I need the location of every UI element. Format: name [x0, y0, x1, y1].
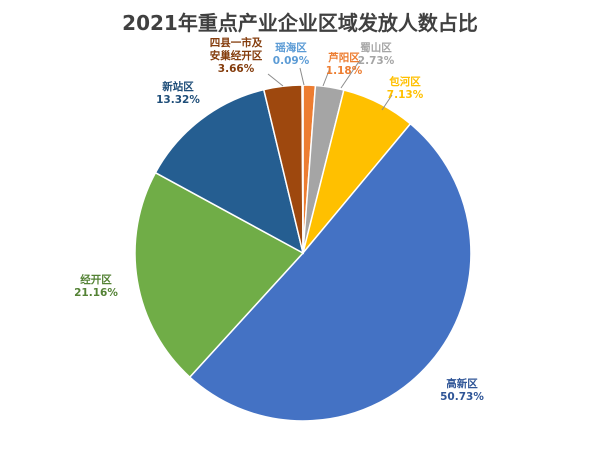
- leader-line: [340, 59, 361, 89]
- slice-value-label: 0.09%: [273, 55, 310, 67]
- slice-name-label: 四县一市及: [210, 36, 263, 49]
- slice-label: 高新区 50.73%: [440, 377, 484, 403]
- leader-line: [299, 67, 305, 86]
- leader-lines: [267, 59, 393, 111]
- chart-title: 2021年重点产业企业区域发放人数占比: [122, 11, 478, 35]
- slice-label: 瑶海区 0.09%: [273, 41, 310, 67]
- slice-name-label: 新站区: [162, 80, 194, 93]
- slice-name-label: 芦阳区: [328, 51, 360, 64]
- leader-line: [381, 94, 393, 111]
- slice-labels: 芦阳区 1.18%蜀山区 2.73%包河区 7.13%高新区 50.73%经开区 21.1…: [74, 36, 484, 403]
- pie-slices: [134, 84, 472, 422]
- slice-label: 包河区 7.13%: [387, 75, 424, 101]
- leader-line: [267, 73, 284, 87]
- slice-name-label: 高新区: [446, 377, 478, 390]
- pie-slice: [301, 84, 304, 254]
- slice-value-label: 7.13%: [387, 89, 424, 101]
- slice-name-label: 包河区: [389, 75, 421, 88]
- slice-name-label: 经开区: [80, 273, 112, 286]
- slice-value-label: 13.32%: [156, 94, 200, 106]
- pie-slice: [188, 122, 472, 422]
- slice-label: 芦阳区 1.18%: [326, 51, 363, 77]
- pie-slice: [134, 171, 305, 379]
- slice-value-label: 1.18%: [326, 65, 363, 77]
- slice-label: 四县一市及安巢经开区 3.66%: [210, 36, 263, 75]
- leader-line: [322, 67, 331, 87]
- slice-value-label: 21.16%: [74, 287, 118, 299]
- slice-name-label: 蜀山区: [360, 41, 392, 54]
- slice-value-label: 50.73%: [440, 391, 484, 403]
- slice-label: 经开区 21.16%: [74, 273, 118, 299]
- slice-name-label: 瑶海区: [275, 41, 307, 54]
- slice-name-label: 安巢经开区: [210, 49, 263, 62]
- pie-slice: [154, 88, 305, 255]
- slice-label: 蜀山区 2.73%: [358, 41, 395, 67]
- slice-label: 新站区 13.32%: [156, 80, 200, 106]
- slice-value-label: 2.73%: [358, 55, 395, 67]
- slice-value-label: 3.66%: [218, 63, 255, 75]
